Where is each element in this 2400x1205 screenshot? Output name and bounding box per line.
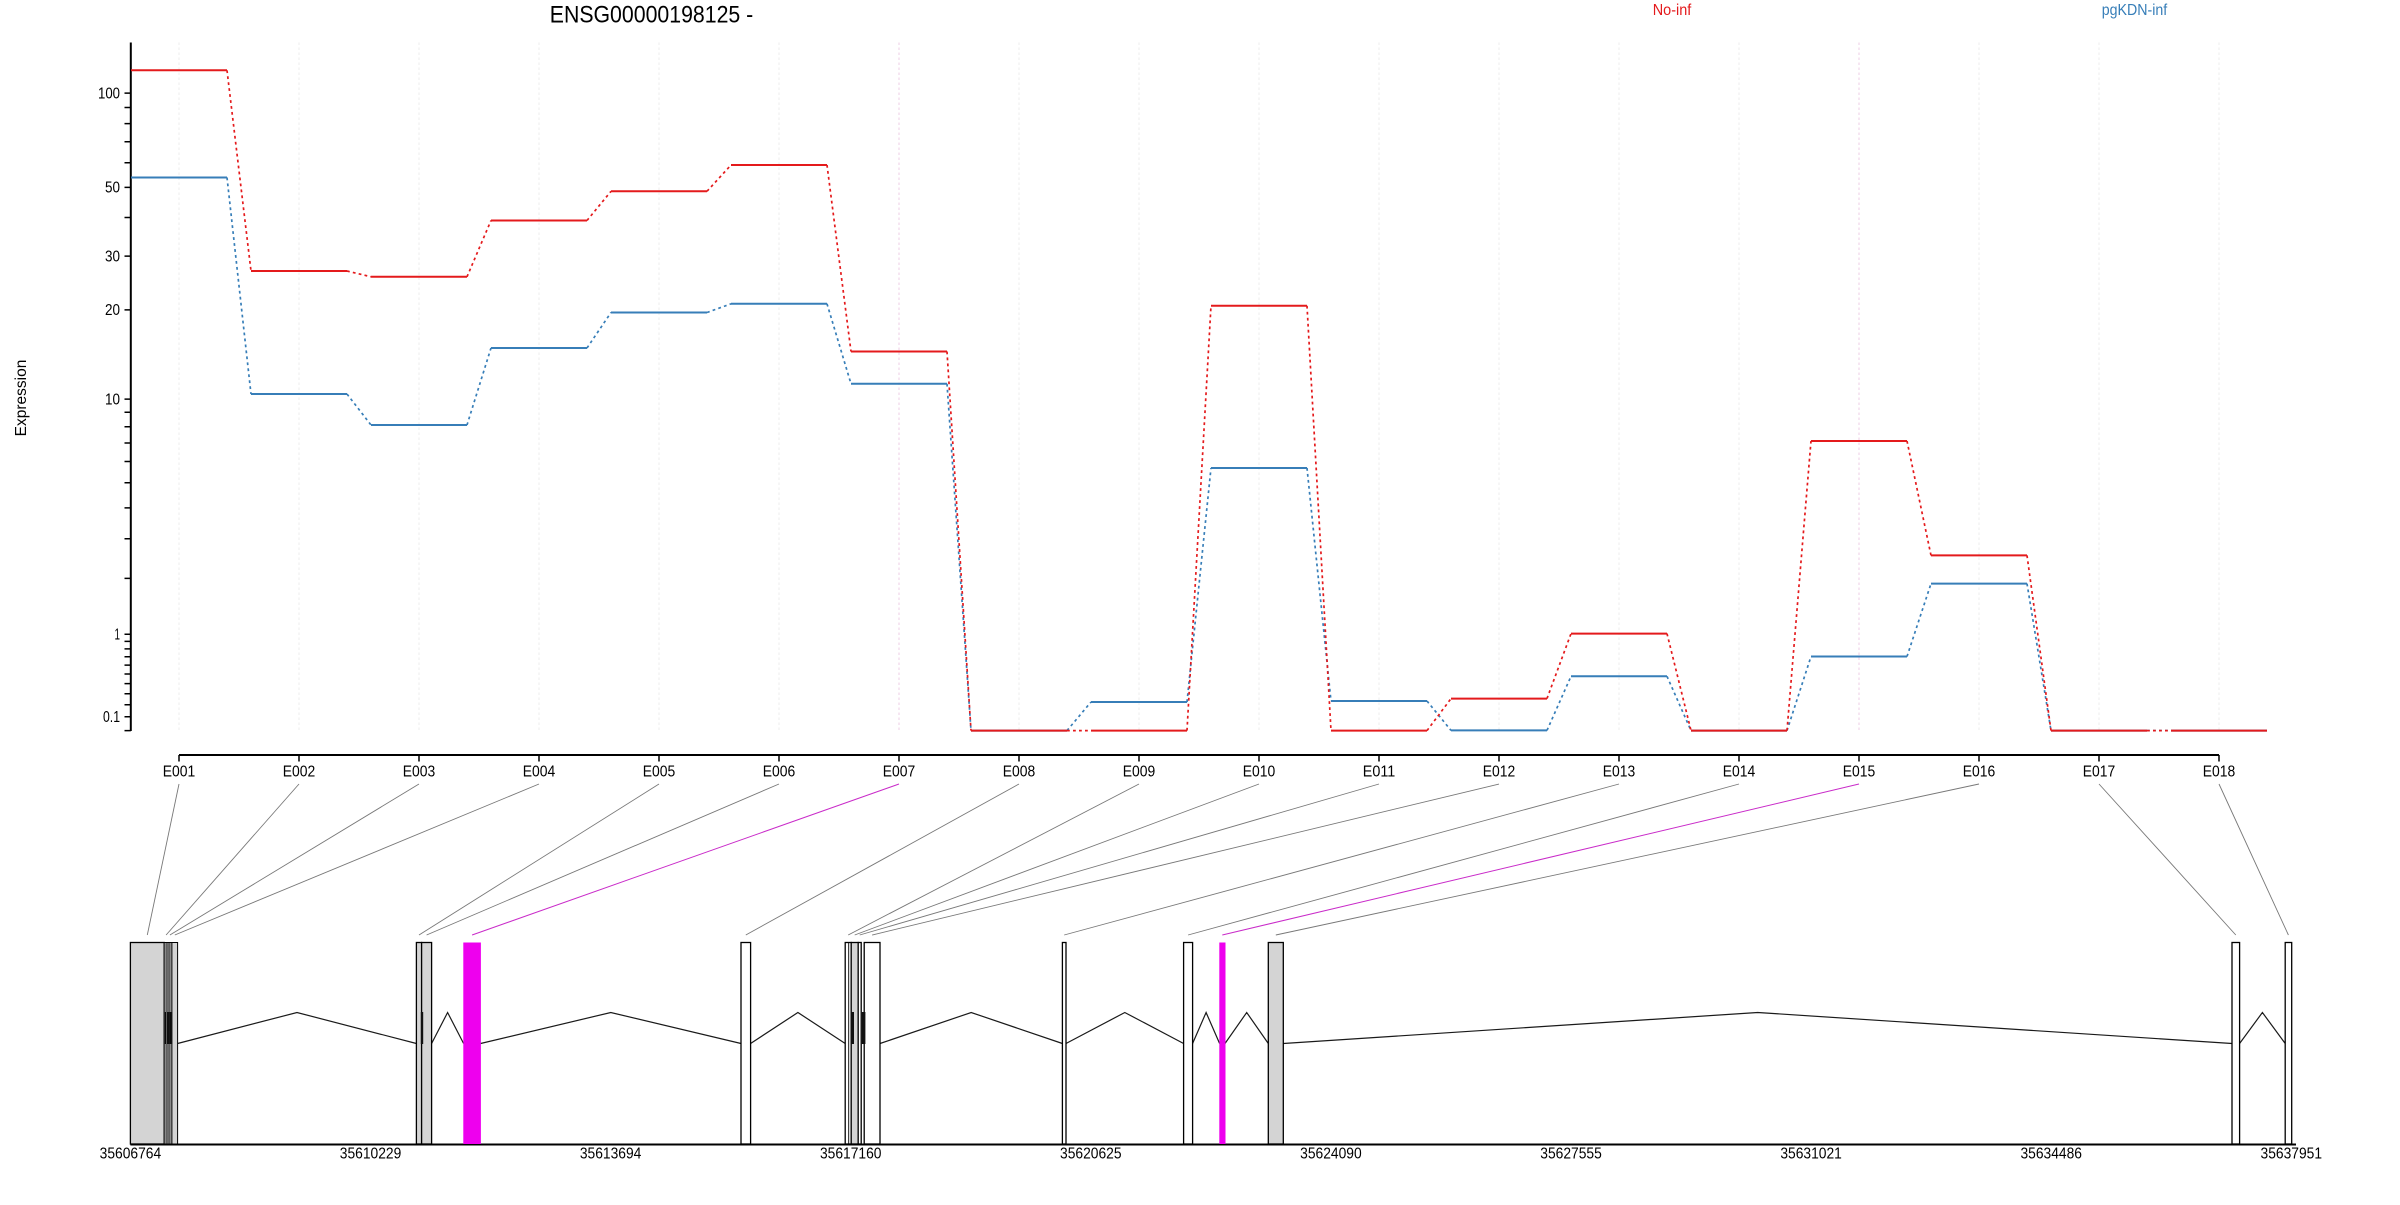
svg-text:E018: E018 xyxy=(2203,764,2236,781)
svg-text:E009: E009 xyxy=(1123,764,1156,781)
svg-text:E005: E005 xyxy=(643,764,676,781)
svg-text:35613694: 35613694 xyxy=(580,1146,642,1163)
svg-text:E015: E015 xyxy=(1843,764,1876,781)
svg-text:35627555: 35627555 xyxy=(1540,1146,1602,1163)
svg-text:E013: E013 xyxy=(1603,764,1636,781)
svg-text:E007: E007 xyxy=(883,764,916,781)
svg-text:E002: E002 xyxy=(283,764,316,781)
svg-text:ENSG00000198125 -: ENSG00000198125 - xyxy=(550,2,754,29)
svg-text:E008: E008 xyxy=(1003,764,1036,781)
svg-text:E017: E017 xyxy=(2083,764,2116,781)
svg-text:10: 10 xyxy=(105,391,120,408)
svg-text:E004: E004 xyxy=(523,764,556,781)
svg-text:35610229: 35610229 xyxy=(340,1146,402,1163)
svg-text:100: 100 xyxy=(98,85,120,102)
svg-text:No-inf: No-inf xyxy=(1653,2,1692,19)
svg-text:pgKDN-inf: pgKDN-inf xyxy=(2102,2,2168,19)
svg-text:30: 30 xyxy=(105,248,120,265)
svg-text:E006: E006 xyxy=(763,764,796,781)
svg-text:20: 20 xyxy=(105,302,120,319)
svg-text:E016: E016 xyxy=(1963,764,1996,781)
svg-text:E014: E014 xyxy=(1723,764,1756,781)
svg-text:35624090: 35624090 xyxy=(1300,1146,1362,1163)
svg-text:50: 50 xyxy=(105,180,120,197)
svg-text:E011: E011 xyxy=(1363,764,1396,781)
svg-text:35620625: 35620625 xyxy=(1060,1146,1122,1163)
svg-text:0.1: 0.1 xyxy=(103,709,120,726)
svg-text:Expression: Expression xyxy=(13,360,30,437)
svg-text:35637951: 35637951 xyxy=(2261,1146,2323,1163)
svg-text:35617160: 35617160 xyxy=(820,1146,882,1163)
svg-text:E003: E003 xyxy=(403,764,436,781)
svg-text:E010: E010 xyxy=(1243,764,1276,781)
svg-text:35634486: 35634486 xyxy=(2020,1146,2082,1163)
svg-text:35631021: 35631021 xyxy=(1780,1146,1842,1163)
svg-text:1: 1 xyxy=(115,627,121,644)
svg-text:E012: E012 xyxy=(1483,764,1516,781)
svg-text:E001: E001 xyxy=(163,764,196,781)
svg-text:35606764: 35606764 xyxy=(100,1146,162,1163)
